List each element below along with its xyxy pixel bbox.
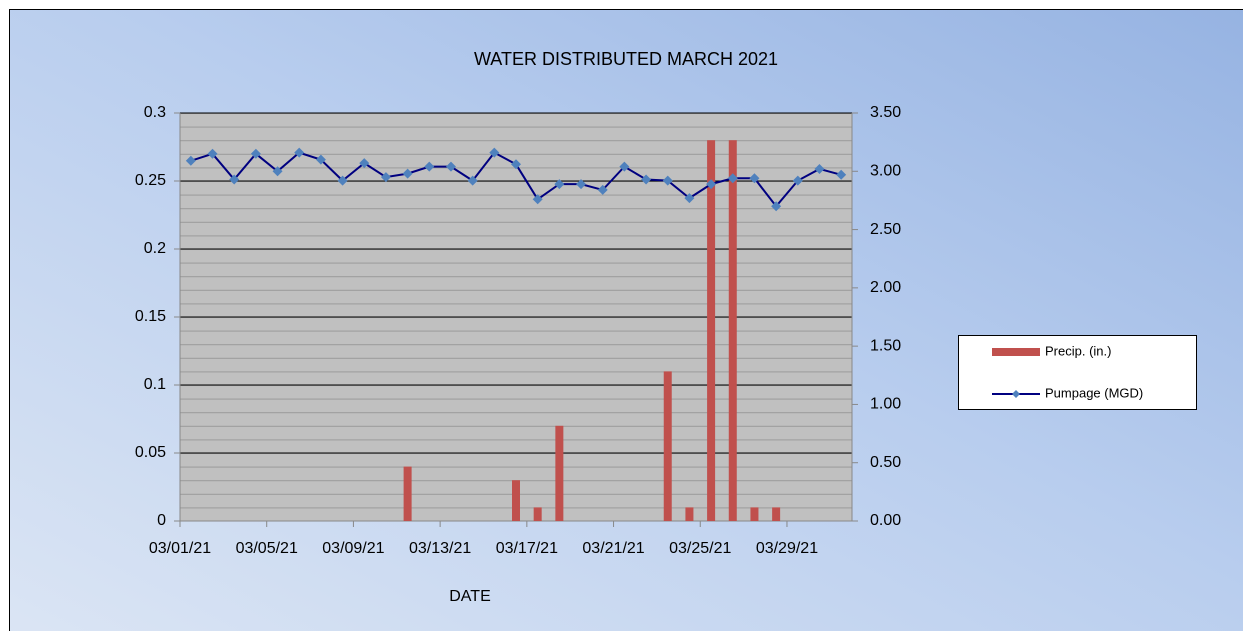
marker bbox=[836, 169, 847, 180]
bar bbox=[707, 140, 716, 521]
x-tick-label: 03/29/21 bbox=[756, 540, 818, 557]
marker bbox=[489, 147, 500, 158]
marker bbox=[727, 173, 738, 184]
x-tick-label: 03/01/21 bbox=[149, 540, 211, 557]
marker bbox=[814, 163, 825, 174]
y2-tick-label: 0.50 bbox=[870, 454, 901, 471]
marker bbox=[532, 194, 543, 205]
marker bbox=[792, 175, 803, 186]
x-tick-label: 03/25/21 bbox=[669, 540, 731, 557]
marker bbox=[641, 174, 652, 185]
y-tick-label: 0.2 bbox=[144, 240, 166, 257]
x-tick-label: 03/13/21 bbox=[409, 540, 471, 557]
x-axis-title: DATE bbox=[449, 588, 490, 605]
bar bbox=[728, 140, 737, 521]
marker bbox=[402, 168, 413, 179]
marker bbox=[294, 147, 305, 158]
y2-tick-label: 3.50 bbox=[870, 104, 901, 121]
y2-tick-label: 1.50 bbox=[870, 337, 901, 354]
bar bbox=[403, 466, 412, 521]
chart-title: WATER DISTRIBUTED MARCH 2021 bbox=[474, 49, 778, 69]
y2-tick-label: 2.00 bbox=[870, 279, 901, 296]
marker bbox=[554, 179, 565, 190]
marker bbox=[619, 161, 630, 172]
y2-tick-label: 3.00 bbox=[870, 163, 901, 180]
bar bbox=[663, 371, 672, 521]
bar bbox=[772, 507, 781, 521]
y-tick-label: 0.15 bbox=[135, 308, 166, 325]
legend-label: Pumpage (MGD) bbox=[1045, 385, 1143, 400]
marker bbox=[229, 174, 240, 185]
y2-tick-label: 0.00 bbox=[870, 512, 901, 529]
y2-tick-label: 1.00 bbox=[870, 396, 901, 413]
y-tick-label: 0.25 bbox=[135, 172, 166, 189]
marker bbox=[684, 193, 695, 204]
marker bbox=[185, 155, 196, 166]
marker bbox=[771, 201, 782, 212]
marker bbox=[250, 148, 261, 159]
marker bbox=[445, 161, 456, 172]
y-tick-label: 0.3 bbox=[144, 104, 166, 121]
bar bbox=[512, 480, 520, 521]
y-tick-label: 0 bbox=[157, 512, 166, 529]
y2-tick-label: 2.50 bbox=[870, 221, 901, 238]
marker bbox=[272, 166, 283, 177]
marker bbox=[597, 184, 608, 195]
marker bbox=[315, 154, 326, 165]
bar bbox=[555, 425, 564, 521]
marker bbox=[424, 161, 435, 172]
x-tick-label: 03/05/21 bbox=[236, 540, 298, 557]
marker bbox=[380, 172, 391, 183]
y-tick-label: 0.1 bbox=[144, 376, 166, 393]
marker bbox=[467, 175, 478, 186]
marker bbox=[359, 158, 370, 169]
x-tick-label: 03/17/21 bbox=[496, 540, 558, 557]
legend-label: Precip. (in.) bbox=[1045, 343, 1111, 358]
marker bbox=[511, 159, 521, 170]
marker bbox=[706, 179, 717, 190]
bar bbox=[750, 507, 759, 521]
marker bbox=[662, 175, 673, 186]
marker bbox=[576, 179, 587, 190]
x-tick-label: 03/21/21 bbox=[582, 540, 644, 557]
legend: Precip. (in.) Pumpage (MGD) bbox=[958, 335, 1197, 410]
y-tick-label: 0.05 bbox=[135, 444, 166, 461]
marker bbox=[749, 173, 760, 184]
legend-box bbox=[958, 335, 1197, 410]
bar bbox=[685, 507, 694, 521]
x-tick-label: 03/09/21 bbox=[322, 540, 384, 557]
marker bbox=[207, 148, 218, 159]
marker bbox=[337, 175, 348, 186]
legend-swatch bbox=[992, 348, 1040, 356]
legend-marker bbox=[1012, 390, 1020, 398]
bar bbox=[533, 507, 542, 521]
